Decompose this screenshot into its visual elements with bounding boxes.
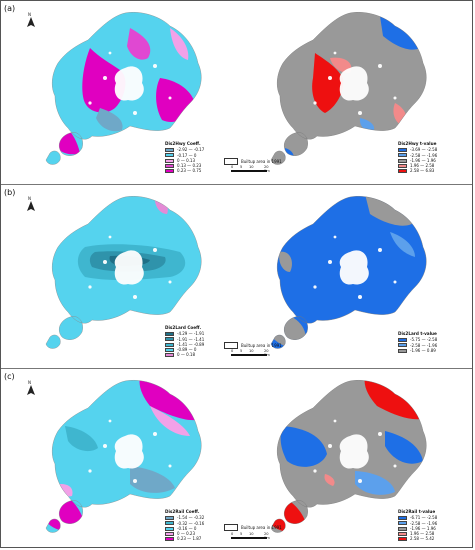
legend-swatch <box>165 521 174 526</box>
legend-swatch <box>398 163 407 168</box>
legend-swatch <box>165 353 174 358</box>
north-arrow-icon: N <box>26 196 36 212</box>
tvalue-map-a <box>270 12 427 165</box>
panel-label-b: (b) <box>4 188 16 197</box>
legend-swatch <box>398 526 407 531</box>
tvalue-map-b <box>270 196 427 349</box>
north-arrow-icon: N <box>26 380 36 396</box>
legend-swatch <box>398 531 407 536</box>
legend-swatch <box>165 531 174 536</box>
legend-swatch <box>165 169 174 174</box>
legend-title: Dis2Rail Coeff. <box>165 509 200 514</box>
legend-swatch <box>398 147 407 152</box>
legend-item: 0 — 0.13 <box>165 158 204 163</box>
legend-item: -2.92 — -0.17 <box>165 147 204 152</box>
panel-label-c: (c) <box>4 372 15 381</box>
legend-item: -0.32 — -0.16 <box>165 521 204 526</box>
tvalue-legend-a: Dis2Hwy t-value -3.69 — -2.58 -2.58 — -1… <box>398 141 437 174</box>
legend-item: -0.17 — 0 <box>165 153 204 158</box>
builtup-swatch <box>224 524 238 531</box>
legend-item: -0.16 — 0 <box>165 526 204 531</box>
legend-item: 0 — 0.18 <box>165 352 204 357</box>
tvalue-legend-b: Dis2Lard t-value -5.75 — -2.58 -2.58 — -… <box>398 331 437 353</box>
legend-swatch <box>398 537 407 542</box>
scale-bar: 0 5 10 20 Km <box>231 165 275 173</box>
legend-item: -1.91 — -1.41 <box>165 337 204 342</box>
legend-item: -2.58 — -1.96 <box>398 153 437 158</box>
legend-swatch <box>398 158 407 163</box>
panel-divider <box>1 184 472 185</box>
legend-title: Dis2Hwy Coeff. <box>165 141 201 146</box>
legend-item: 2.58 — 5.42 <box>398 536 437 541</box>
coef-legend-c: Dis2Rail Coeff. -1.54 — -0.32 -0.32 — -0… <box>165 509 204 542</box>
legend-item: -6.71 — -2.58 <box>398 515 437 520</box>
legend-swatch <box>165 526 174 531</box>
legend-item: 1.96 — 2.58 <box>398 531 437 536</box>
legend-swatch <box>165 342 174 347</box>
legend-swatch <box>398 169 407 174</box>
coef-map-a <box>45 12 202 165</box>
tvalue-map-c <box>270 380 427 533</box>
legend-item: 0.23 — 0.75 <box>165 168 204 173</box>
scale-bar: 0 5 10 20 Km <box>231 349 275 357</box>
legend-swatch <box>398 515 407 520</box>
tvalue-legend-c: Dis2Rail t-value -6.71 — -2.58 -2.58 — -… <box>398 509 437 542</box>
builtup-swatch <box>224 158 238 165</box>
legend-swatch <box>165 337 174 342</box>
legend-title: Dis2Lard Coeff. <box>165 325 202 330</box>
legend-item: -5.75 — -2.58 <box>398 337 437 342</box>
builtup-legend: Builtup area in 1991 <box>224 524 282 531</box>
coef-map-b <box>45 196 202 349</box>
panel-label-a: (a) <box>4 4 16 13</box>
legend-item: 0 — 0.23 <box>165 531 204 536</box>
legend-swatch <box>165 147 174 152</box>
coef-map-c <box>45 380 202 533</box>
legend-item: -1.96 — 0.89 <box>398 348 437 353</box>
coef-legend-a: Dis2Hwy Coeff. -2.92 — -0.17 -0.17 — 0 0… <box>165 141 204 174</box>
scale-bar: 0 5 10 20 Km <box>231 532 275 540</box>
legend-item: 1.96 — 2.58 <box>398 163 437 168</box>
north-arrow-icon: N <box>26 12 36 28</box>
legend-item: -2.58 — -1.96 <box>398 521 437 526</box>
legend-swatch <box>398 343 407 348</box>
legend-item: -1.41 — -0.89 <box>165 342 204 347</box>
legend-title: Dis2Lard t-value <box>398 331 437 336</box>
legend-swatch <box>165 515 174 520</box>
builtup-legend: Builtup area in 1991 <box>224 158 282 165</box>
legend-item: -1.96 — 1.96 <box>398 526 437 531</box>
legend-title: Dis2Rail t-value <box>398 509 436 514</box>
coef-legend-b: Dis2Lard Coeff. -4.29 — -1.91 -1.91 — -1… <box>165 325 204 358</box>
legend-swatch <box>165 153 174 158</box>
legend-item: -2.58 — -1.96 <box>398 343 437 348</box>
legend-item: 2.58 — 6.83 <box>398 168 437 173</box>
legend-swatch <box>165 537 174 542</box>
legend-swatch <box>398 153 407 158</box>
legend-item: -1.54 — -0.32 <box>165 515 204 520</box>
legend-item: -1.96 — 1.96 <box>398 158 437 163</box>
legend-swatch <box>165 158 174 163</box>
legend-swatch <box>398 521 407 526</box>
legend-swatch <box>398 337 407 342</box>
legend-swatch <box>398 348 407 353</box>
panel-divider <box>1 368 472 369</box>
legend-item: -3.69 — -2.58 <box>398 147 437 152</box>
legend-item: -4.29 — -1.91 <box>165 331 204 336</box>
legend-swatch <box>165 331 174 336</box>
builtup-swatch <box>224 342 238 349</box>
legend-item: -0.89 — 0 <box>165 347 204 352</box>
legend-item: 0.23 — 1.87 <box>165 536 204 541</box>
legend-swatch <box>165 163 174 168</box>
legend-item: 0.13 — 0.23 <box>165 163 204 168</box>
legend-title: Dis2Hwy t-value <box>398 141 437 146</box>
legend-swatch <box>165 347 174 352</box>
builtup-legend: Builtup area in 1991 <box>224 342 282 349</box>
